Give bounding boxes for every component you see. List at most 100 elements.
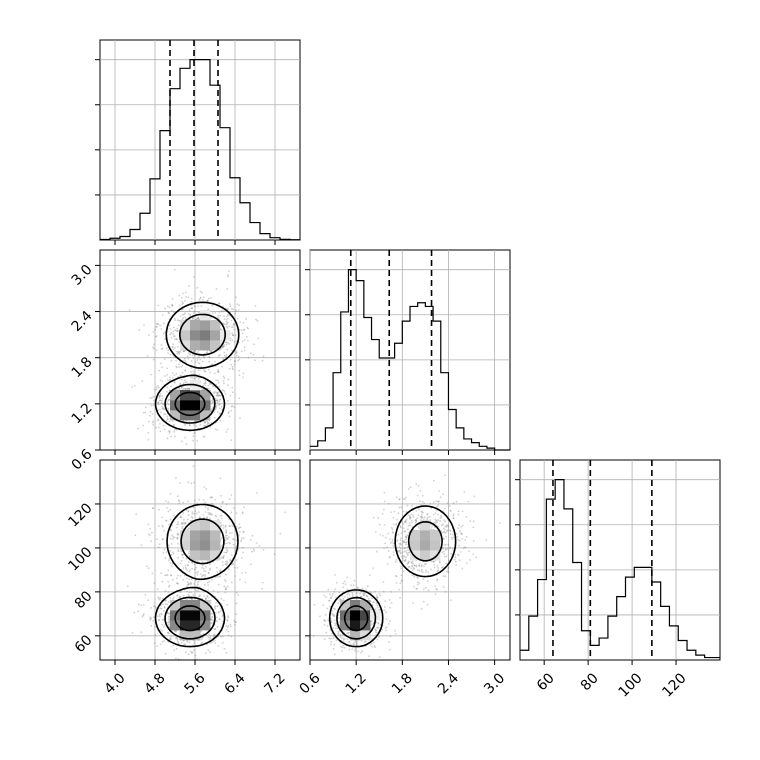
scatter-point bbox=[206, 594, 209, 597]
scatter-point bbox=[168, 612, 170, 615]
scatter-point bbox=[397, 549, 399, 552]
scatter-point bbox=[234, 310, 237, 313]
scatter-point bbox=[184, 522, 187, 524]
scatter-point bbox=[210, 316, 212, 319]
scatter-point bbox=[187, 552, 190, 555]
scatter-point bbox=[210, 513, 213, 515]
scatter-point bbox=[333, 607, 335, 610]
scatter-point bbox=[198, 356, 201, 358]
scatter-point bbox=[180, 522, 183, 525]
scatter-point bbox=[390, 511, 392, 513]
scatter-point bbox=[381, 513, 384, 515]
scatter-point bbox=[193, 642, 196, 644]
scatter-point bbox=[458, 524, 460, 527]
scatter-point bbox=[220, 537, 223, 540]
scatter-point bbox=[179, 562, 182, 565]
scatter-point bbox=[231, 386, 234, 389]
scatter-point bbox=[198, 362, 201, 365]
scatter-point bbox=[155, 323, 158, 325]
scatter-point bbox=[150, 624, 153, 627]
scatter-point bbox=[190, 583, 193, 585]
scatter-point bbox=[405, 521, 407, 524]
scatter-point bbox=[350, 643, 352, 646]
scatter-point bbox=[152, 507, 154, 509]
scatter-point bbox=[218, 404, 221, 407]
scatter-point bbox=[173, 311, 175, 314]
scatter-point bbox=[217, 370, 220, 373]
scatter-point bbox=[330, 619, 333, 622]
scatter-point bbox=[330, 621, 333, 624]
scatter-point bbox=[195, 512, 198, 515]
scatter-point bbox=[176, 640, 179, 643]
scatter-point bbox=[137, 427, 139, 430]
scatter-point bbox=[225, 355, 228, 358]
scatter-point bbox=[186, 581, 189, 583]
scatter-point bbox=[170, 543, 173, 545]
scatter-point bbox=[346, 638, 349, 640]
scatter-point bbox=[236, 317, 239, 320]
scatter-point bbox=[235, 309, 238, 312]
density-cell bbox=[430, 540, 441, 551]
scatter-point bbox=[211, 641, 213, 644]
scatter-point bbox=[193, 350, 195, 353]
scatter-point bbox=[426, 513, 428, 516]
scatter-point bbox=[178, 341, 181, 343]
scatter-point bbox=[181, 522, 184, 525]
scatter-point bbox=[225, 353, 228, 356]
scatter-point bbox=[225, 524, 227, 527]
scatter-point bbox=[210, 496, 213, 499]
scatter-point bbox=[366, 595, 368, 598]
scatter-point bbox=[166, 401, 169, 404]
scatter-point bbox=[204, 652, 207, 654]
scatter-point bbox=[238, 523, 241, 525]
scatter-point bbox=[241, 332, 244, 335]
scatter-point bbox=[208, 355, 211, 358]
scatter-point bbox=[436, 578, 439, 580]
scatter-point bbox=[444, 520, 447, 523]
scatter-point bbox=[402, 557, 404, 559]
scatter-point bbox=[228, 498, 231, 501]
scatter-point bbox=[329, 628, 332, 631]
scatter-point bbox=[399, 552, 402, 555]
scatter-point bbox=[219, 568, 222, 571]
scatter-point bbox=[193, 512, 196, 515]
scatter-point bbox=[177, 642, 180, 645]
scatter-point bbox=[149, 534, 151, 537]
scatter-point bbox=[388, 641, 390, 643]
scatter-point bbox=[218, 302, 221, 305]
scatter-point bbox=[196, 286, 199, 289]
scatter-point bbox=[140, 631, 143, 634]
scatter-point bbox=[404, 530, 407, 532]
scatter-point bbox=[442, 523, 444, 526]
scatter-point bbox=[403, 550, 406, 553]
scatter-point bbox=[209, 636, 212, 639]
scatter-point bbox=[177, 533, 180, 536]
scatter-point bbox=[409, 486, 412, 489]
scatter-point bbox=[228, 525, 231, 527]
density-cell bbox=[190, 400, 201, 411]
scatter-point bbox=[233, 507, 235, 509]
density-cell bbox=[200, 600, 211, 611]
scatter-point bbox=[460, 526, 462, 528]
scatter-point bbox=[409, 516, 411, 518]
scatter-point bbox=[174, 630, 177, 632]
scatter-point bbox=[225, 529, 227, 531]
scatter-point bbox=[197, 318, 200, 321]
density-cell bbox=[180, 630, 191, 641]
scatter-point bbox=[207, 369, 210, 371]
scatter-point bbox=[224, 393, 227, 395]
x-tick-label: 7.2 bbox=[262, 670, 289, 697]
scatter-point bbox=[401, 551, 404, 554]
scatter-point bbox=[403, 521, 406, 523]
scatter-point bbox=[254, 359, 256, 362]
scatter-point bbox=[168, 398, 171, 401]
scatter-point bbox=[218, 612, 220, 614]
scatter-point bbox=[208, 422, 210, 424]
scatter-point bbox=[365, 588, 367, 591]
scatter-point bbox=[405, 543, 407, 546]
scatter-point bbox=[374, 531, 377, 533]
scatter-point bbox=[144, 406, 147, 409]
scatter-point bbox=[402, 570, 405, 573]
scatter-point bbox=[399, 549, 401, 552]
scatter-point bbox=[392, 551, 395, 553]
